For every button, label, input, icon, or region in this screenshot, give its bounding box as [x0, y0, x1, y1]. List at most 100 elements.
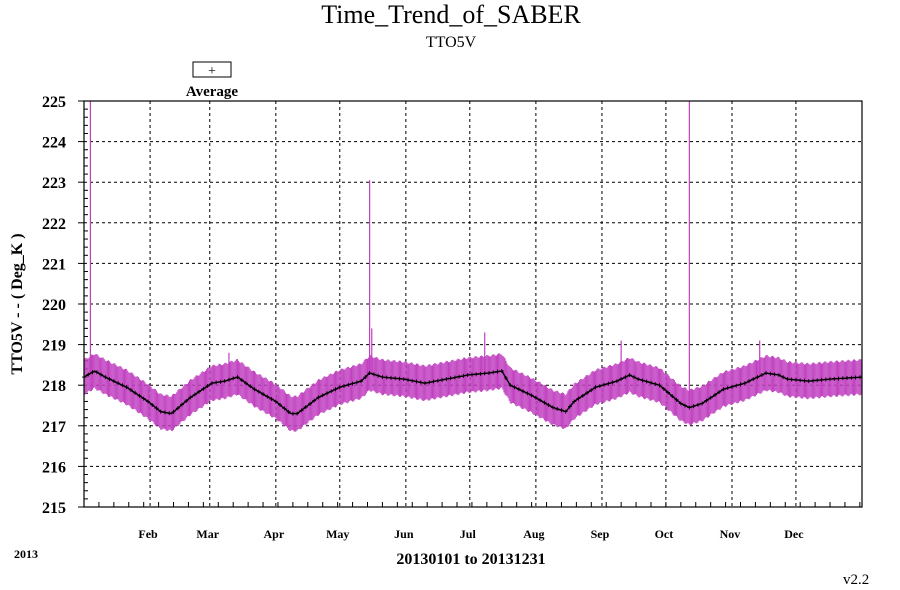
average-marker — [465, 373, 470, 378]
average-marker — [725, 386, 730, 391]
average-marker — [499, 368, 504, 373]
average-marker — [282, 406, 287, 411]
average-marker — [589, 388, 594, 393]
average-marker — [610, 380, 615, 385]
average-marker — [572, 399, 577, 404]
average-marker — [226, 377, 231, 382]
average-marker — [525, 391, 530, 396]
average-marker — [815, 378, 820, 383]
average-marker — [670, 394, 675, 399]
average-marker — [742, 381, 747, 386]
average-marker — [107, 377, 112, 382]
average-marker — [542, 400, 547, 405]
average-marker — [324, 391, 329, 396]
average-marker — [363, 375, 368, 380]
average-marker — [614, 379, 619, 384]
average-marker — [367, 371, 372, 376]
average-marker — [648, 380, 653, 385]
average-marker — [576, 396, 581, 401]
average-marker — [474, 372, 479, 377]
average-marker — [214, 380, 219, 385]
average-marker — [721, 387, 726, 392]
average-marker — [691, 404, 696, 409]
average-marker — [205, 384, 210, 389]
average-marker — [627, 373, 632, 378]
average-marker — [124, 385, 129, 390]
average-marker — [243, 381, 248, 386]
version-label: v2.2 — [843, 572, 869, 588]
average-marker — [320, 393, 325, 398]
average-marker — [410, 378, 415, 383]
grid — [84, 101, 862, 507]
average-marker — [491, 370, 496, 375]
average-marker — [273, 399, 278, 404]
average-marker — [265, 394, 270, 399]
average-marker — [747, 379, 752, 384]
average-marker — [623, 375, 628, 380]
average-marker — [333, 387, 338, 392]
average-marker — [380, 375, 385, 380]
y-tick-label: 225 — [42, 94, 66, 111]
legend-symbol: + — [208, 64, 216, 79]
average-marker — [171, 409, 176, 414]
x-tick-label: Sep — [591, 527, 610, 541]
average-marker — [606, 381, 611, 386]
average-marker — [103, 375, 108, 380]
range-bars — [83, 353, 863, 432]
average-marker — [704, 398, 709, 403]
average-series — [82, 368, 863, 416]
average-marker — [683, 403, 688, 408]
average-marker — [516, 387, 521, 392]
average-marker — [823, 377, 828, 382]
average-marker — [469, 372, 474, 377]
x-tick-label: Jul — [460, 527, 477, 541]
average-marker — [158, 409, 163, 414]
average-marker — [180, 402, 185, 407]
y-tick-label: 217 — [42, 419, 66, 436]
average-marker — [840, 376, 845, 381]
average-marker — [354, 380, 359, 385]
average-marker — [631, 375, 636, 380]
average-marker — [371, 372, 376, 377]
average-marker — [602, 382, 607, 387]
x-tick-label: Nov — [720, 527, 741, 541]
average-marker — [175, 406, 180, 411]
year-label: 2013 — [14, 547, 38, 561]
average-marker — [256, 389, 261, 394]
average-marker — [145, 399, 150, 404]
minor-ticks — [78, 100, 861, 508]
legend-label: Average — [186, 84, 239, 100]
average-marker — [849, 375, 854, 380]
average-marker — [86, 372, 91, 377]
average-marker — [261, 392, 266, 397]
average-marker — [555, 406, 560, 411]
y-axis-label: TTO5V - - ( Deg_K ) — [9, 233, 26, 374]
average-marker — [350, 381, 355, 386]
average-marker — [486, 371, 491, 376]
average-marker — [209, 381, 214, 386]
average-marker — [431, 379, 436, 384]
average-marker — [120, 383, 125, 388]
average-marker — [307, 401, 312, 406]
average-marker — [290, 411, 295, 416]
average-marker — [414, 379, 419, 384]
average-marker — [845, 376, 850, 381]
average-marker — [111, 379, 116, 384]
average-marker — [239, 378, 244, 383]
average-marker — [141, 396, 146, 401]
average-marker — [712, 392, 717, 397]
average-marker — [717, 390, 722, 395]
average-marker — [388, 375, 393, 380]
average-marker — [405, 377, 410, 382]
average-marker — [94, 370, 99, 375]
x-axis-label: 20130101 to 20131231 — [396, 551, 545, 568]
average-marker — [295, 411, 300, 416]
x-tick-label: Feb — [138, 527, 158, 541]
average-marker — [346, 382, 351, 387]
average-marker — [619, 377, 624, 382]
average-marker — [550, 405, 555, 410]
x-tick-label: Mar — [196, 527, 219, 541]
average-marker — [162, 410, 167, 415]
average-marker — [593, 385, 598, 390]
